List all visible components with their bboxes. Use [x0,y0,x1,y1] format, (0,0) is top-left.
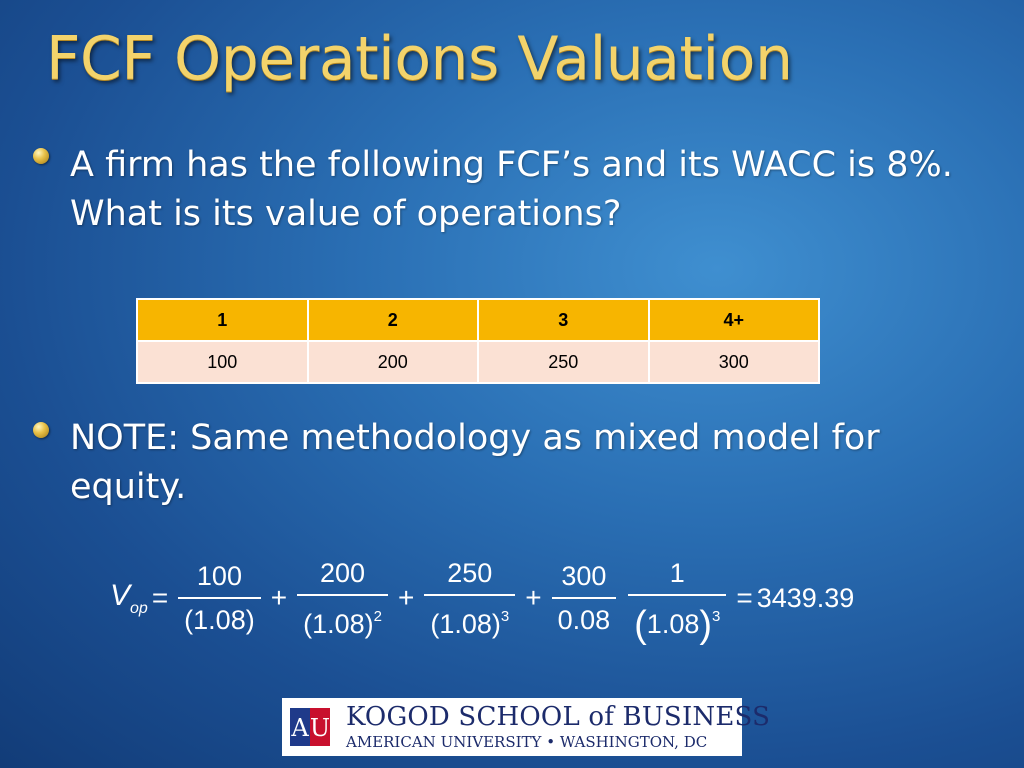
equation-term-2: 200 (1.08)2 [297,556,388,641]
valuation-equation: Vop = 100 (1.08) + 200 (1.08)2 + 250 (1.… [110,548,854,648]
equation-term-5: 1 (1.08)3 [628,556,727,644]
table-header-cell: 4+ [647,298,820,342]
equals-sign: = [151,582,169,613]
table-header-cell: 2 [306,298,479,342]
fcf-table: 1 2 3 4+ 100 200 250 300 [136,298,820,384]
table-cell: 200 [306,340,479,384]
table-cell: 250 [477,340,650,384]
plus-sign: + [397,582,415,613]
american-university-logo-icon: A U [288,702,336,752]
table-cell: 100 [136,340,309,384]
plus-sign: + [525,582,542,613]
logo-university-name: AMERICAN UNIVERSITY • WASHINGTON, DC [346,733,708,751]
equals-sign: = [736,582,753,613]
slide-title: FCF Operations Valuation [46,24,793,94]
bullet-note: NOTE: Same methodology as mixed model fo… [70,418,880,507]
bullet-icon [33,148,49,164]
svg-text:U: U [310,714,330,742]
table-cell: 300 [647,340,820,384]
equation-term-4: 300 0.08 [551,559,617,637]
table-header-row: 1 2 3 4+ [136,298,820,342]
kogod-logo: A U KOGOD SCHOOL of BUSINESS AMERICAN UN… [282,698,770,756]
equation-lhs: Vop [110,578,148,617]
equation-result: 3439.39 [756,582,855,613]
table-row: 100 200 250 300 [136,340,820,384]
table-header-cell: 3 [477,298,650,342]
bullet-question: A firm has the following FCF’s and its W… [70,145,953,234]
bullet-icon [33,422,49,438]
equation-term-3: 250 (1.08)3 [424,556,516,641]
plus-sign: + [270,582,288,613]
table-header-cell: 1 [136,298,309,342]
equation-term-1: 100 (1.08) [178,559,261,637]
logo-school-name: KOGOD SCHOOL of BUSINESS [346,702,771,732]
svg-text:A: A [290,714,309,742]
